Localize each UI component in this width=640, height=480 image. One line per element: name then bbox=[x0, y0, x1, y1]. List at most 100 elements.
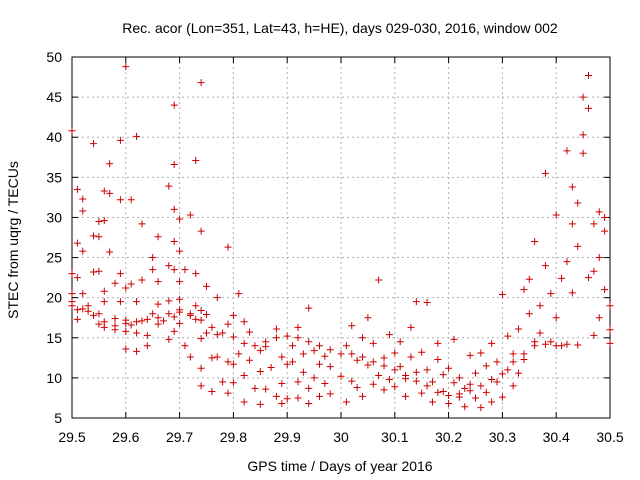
data-point bbox=[90, 311, 98, 319]
y-tick-label: 50 bbox=[46, 49, 62, 65]
data-point bbox=[337, 350, 345, 358]
data-point bbox=[380, 386, 388, 394]
data-point bbox=[353, 384, 361, 392]
data-point bbox=[558, 274, 566, 282]
ticks-layer bbox=[71, 56, 611, 419]
data-point bbox=[272, 392, 280, 400]
data-point bbox=[477, 382, 485, 390]
data-point bbox=[359, 353, 367, 361]
data-point bbox=[251, 384, 259, 392]
data-point bbox=[138, 220, 146, 228]
data-point bbox=[418, 389, 426, 397]
data-point bbox=[79, 290, 87, 298]
data-point bbox=[579, 131, 587, 139]
data-point bbox=[154, 320, 162, 328]
data-point bbox=[590, 220, 598, 228]
data-point bbox=[595, 314, 603, 322]
data-point bbox=[305, 400, 313, 408]
data-point bbox=[445, 392, 453, 400]
x-tick-label: 30.2 bbox=[435, 429, 462, 445]
data-point bbox=[79, 247, 87, 255]
data-point bbox=[584, 71, 592, 79]
data-point bbox=[525, 310, 533, 318]
data-point bbox=[170, 313, 178, 321]
data-point bbox=[482, 362, 490, 370]
x-tick-label: 30 bbox=[333, 429, 349, 445]
data-point bbox=[176, 295, 184, 303]
data-point bbox=[256, 367, 264, 375]
data-point bbox=[278, 380, 286, 388]
y-tick-labels: 5 10 15 20 25 30 35 40 45 50 bbox=[46, 49, 62, 426]
data-point bbox=[504, 332, 512, 340]
data-point bbox=[466, 387, 474, 395]
data-point bbox=[574, 199, 582, 207]
data-point bbox=[246, 328, 254, 336]
data-point bbox=[240, 339, 248, 347]
data-point bbox=[95, 233, 103, 241]
data-point bbox=[342, 342, 350, 350]
data-point bbox=[434, 339, 442, 347]
data-point bbox=[472, 394, 479, 402]
data-point bbox=[342, 398, 350, 406]
data-point bbox=[305, 338, 313, 346]
data-point bbox=[262, 385, 270, 393]
data-point bbox=[122, 319, 130, 327]
data-point bbox=[90, 232, 98, 240]
data-point bbox=[321, 352, 329, 360]
data-point bbox=[73, 185, 81, 193]
data-point bbox=[294, 323, 302, 331]
data-point bbox=[219, 329, 227, 337]
data-point bbox=[418, 348, 426, 356]
data-point bbox=[450, 379, 458, 387]
data-point bbox=[224, 320, 232, 328]
data-point bbox=[595, 208, 603, 216]
data-point bbox=[267, 363, 275, 371]
data-point bbox=[305, 304, 313, 312]
data-point bbox=[601, 227, 609, 235]
data-point bbox=[251, 342, 259, 350]
data-point bbox=[106, 189, 114, 197]
y-tick-label: 15 bbox=[46, 330, 62, 346]
data-point bbox=[186, 311, 194, 319]
data-point bbox=[256, 347, 264, 355]
data-point bbox=[79, 195, 87, 203]
data-point bbox=[541, 262, 549, 270]
data-point bbox=[412, 368, 420, 376]
data-point bbox=[149, 254, 157, 262]
data-point bbox=[385, 331, 393, 339]
x-tick-label: 30.1 bbox=[381, 429, 408, 445]
data-point bbox=[224, 389, 232, 397]
x-tick-label: 29.5 bbox=[58, 429, 85, 445]
data-point bbox=[407, 353, 415, 361]
data-point bbox=[176, 278, 184, 286]
data-point bbox=[181, 342, 189, 350]
y-tick-label: 45 bbox=[46, 89, 62, 105]
data-point bbox=[90, 268, 98, 276]
data-point bbox=[106, 160, 114, 168]
data-point bbox=[122, 63, 130, 71]
data-point bbox=[391, 366, 399, 374]
data-point bbox=[488, 339, 496, 347]
data-point bbox=[536, 329, 544, 337]
data-point bbox=[380, 354, 388, 362]
data-point bbox=[455, 374, 463, 382]
grid-layer bbox=[72, 57, 610, 418]
x-tick-label: 29.7 bbox=[166, 429, 193, 445]
data-point bbox=[133, 298, 141, 306]
data-point bbox=[95, 267, 103, 275]
data-point bbox=[170, 205, 178, 213]
data-point bbox=[186, 353, 194, 361]
data-point bbox=[568, 289, 576, 297]
data-point bbox=[100, 187, 108, 195]
data-point bbox=[111, 322, 119, 330]
data-point bbox=[305, 384, 313, 392]
data-point bbox=[122, 327, 130, 335]
data-point bbox=[235, 350, 243, 358]
data-point bbox=[428, 378, 436, 386]
data-point bbox=[595, 254, 603, 262]
data-point bbox=[229, 333, 237, 341]
data-point bbox=[165, 297, 173, 305]
data-point bbox=[116, 196, 124, 204]
